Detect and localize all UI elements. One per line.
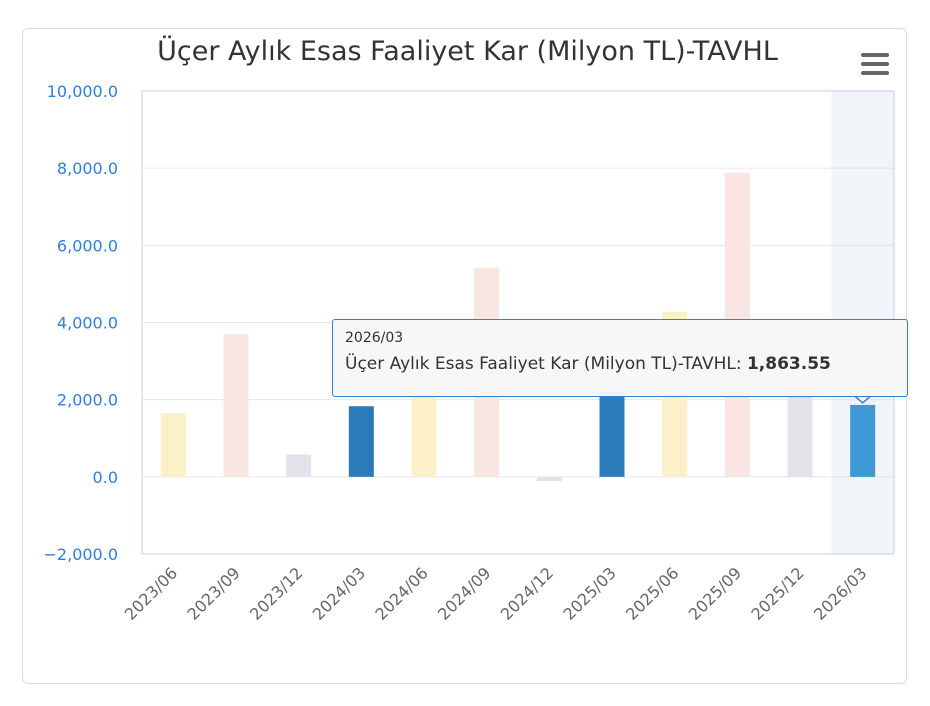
x-tick-label: 2024/09 <box>434 563 494 623</box>
tooltip-series-label: Üçer Aylık Esas Faaliyet Kar (Milyon TL)… <box>345 354 747 374</box>
tooltip: 2026/03 Üçer Aylık Esas Faaliyet Kar (Mi… <box>332 319 908 397</box>
bar-2023-12[interactable] <box>286 454 312 477</box>
y-tick-label: −2,000.0 <box>44 545 118 564</box>
tooltip-header: 2026/03 <box>345 330 404 346</box>
bar-2024-12[interactable] <box>536 476 562 482</box>
y-tick-label: 4,000.0 <box>57 314 118 333</box>
y-tick-label: 0.0 <box>93 468 118 487</box>
chart-title: Üçer Aylık Esas Faaliyet Kar (Milyon TL)… <box>157 36 778 67</box>
y-tick-label: 10,000.0 <box>47 82 118 101</box>
y-axis-ticks: −2,000.0 0.0 2,000.0 4,000.0 6,000.0 8,000.0 1… <box>44 82 118 564</box>
hamburger-menu-icon[interactable] <box>861 53 889 75</box>
y-tick-label: 8,000.0 <box>57 159 118 178</box>
bar-2024-03[interactable] <box>348 406 374 477</box>
y-tick-label: 6,000.0 <box>57 236 118 255</box>
bar-2026-03[interactable] <box>850 404 876 477</box>
x-tick-label: 2025/09 <box>685 563 745 623</box>
x-tick-label: 2025/06 <box>622 563 682 623</box>
y-tick-label: 2,000.0 <box>57 391 118 410</box>
x-tick-label: 2025/12 <box>747 563 807 623</box>
bar-2025-12[interactable] <box>787 388 813 477</box>
x-tick-label: 2024/06 <box>371 563 431 623</box>
tooltip-body: Üçer Aylık Esas Faaliyet Kar (Milyon TL)… <box>345 354 895 374</box>
x-tick-label: 2024/03 <box>309 563 369 623</box>
bar-2025-03[interactable] <box>599 391 625 477</box>
x-axis-ticks: 2023/06 2023/09 2023/12 2024/03 2024/06 2024/… <box>121 563 871 623</box>
bar-2023-06[interactable] <box>160 413 186 477</box>
x-tick-label: 2024/12 <box>497 563 557 623</box>
tooltip-value: 1,863.55 <box>746 354 831 374</box>
x-tick-label: 2026/03 <box>810 563 870 623</box>
x-tick-label: 2025/03 <box>559 563 619 623</box>
x-tick-label: 2023/06 <box>121 563 181 623</box>
x-tick-label: 2023/12 <box>246 563 306 623</box>
bar-2023-09[interactable] <box>223 334 249 477</box>
x-tick-label: 2023/09 <box>183 563 243 623</box>
